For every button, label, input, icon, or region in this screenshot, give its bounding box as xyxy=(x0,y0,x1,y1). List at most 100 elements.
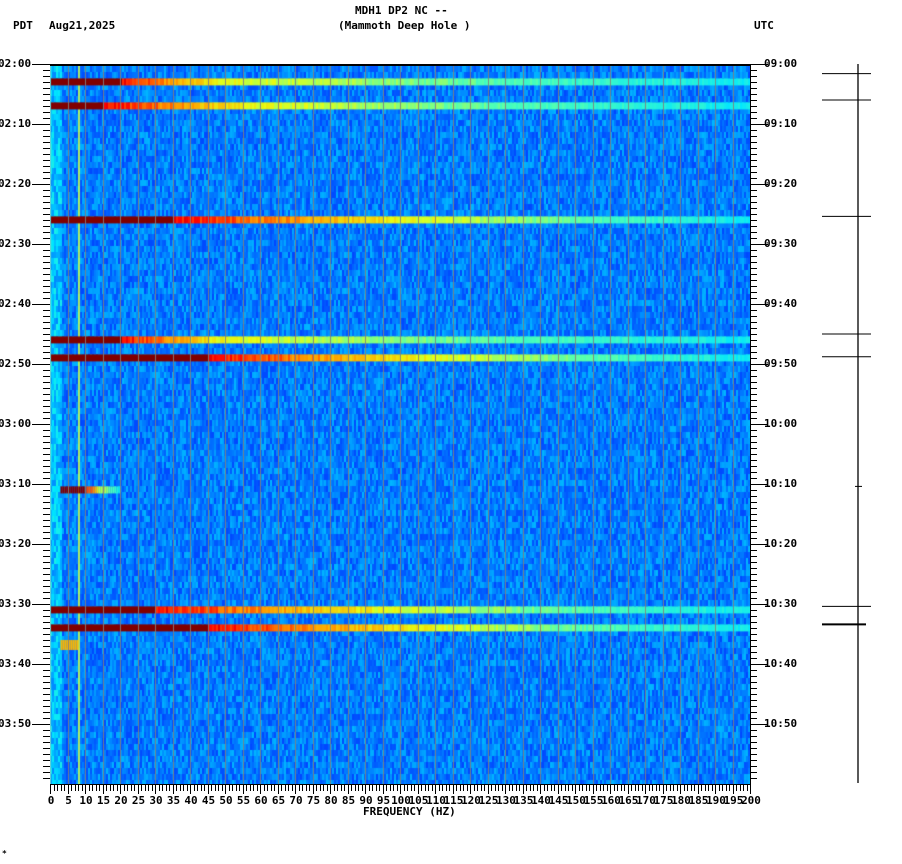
left-tick xyxy=(43,514,50,515)
frequency-tick-label: 145 xyxy=(548,794,569,807)
x-tick xyxy=(102,784,104,794)
left-tick xyxy=(43,502,50,503)
frequency-tick-label: 50 xyxy=(219,794,233,807)
right-plot-edge xyxy=(750,64,751,784)
left-tick xyxy=(43,148,50,149)
left-tick xyxy=(43,328,50,329)
x-tick xyxy=(459,784,461,791)
right-tick xyxy=(750,736,757,737)
right-tick xyxy=(750,454,757,455)
left-tick xyxy=(43,190,50,191)
x-tick xyxy=(200,784,202,791)
x-tick xyxy=(746,784,748,791)
x-tick xyxy=(564,784,566,791)
x-tick xyxy=(627,784,629,794)
right-time-label: 10:40 xyxy=(764,657,798,670)
frequency-tick-label: 95 xyxy=(376,794,391,807)
right-tick xyxy=(750,448,757,449)
left-tick xyxy=(43,538,50,539)
right-time-label: 10:00 xyxy=(764,417,798,430)
right-tick xyxy=(750,772,757,773)
x-tick xyxy=(81,784,83,791)
x-tick xyxy=(382,784,384,794)
x-tick xyxy=(183,784,184,791)
x-tick xyxy=(246,784,247,791)
x-tick xyxy=(463,784,464,791)
frequency-tick-label: 165 xyxy=(618,794,639,807)
frequency-tick-label: 20 xyxy=(114,794,128,807)
seismogram-trace xyxy=(822,64,871,783)
left-tick xyxy=(43,310,50,311)
frequency-tick-label: 70 xyxy=(289,794,303,807)
left-tick xyxy=(43,208,50,209)
x-tick xyxy=(340,784,342,791)
x-tick xyxy=(365,784,366,794)
left-tick xyxy=(43,772,50,773)
right-tick xyxy=(750,670,757,671)
x-tick xyxy=(662,784,664,794)
x-tick xyxy=(708,784,709,791)
right-tick xyxy=(750,640,757,641)
x-tick xyxy=(715,784,716,794)
left-tick xyxy=(43,412,50,413)
left-tick xyxy=(32,304,50,305)
x-tick xyxy=(725,784,727,791)
right-tick xyxy=(750,268,757,269)
left-tick xyxy=(43,100,50,101)
x-tick xyxy=(354,784,356,791)
frequency-tick-label: 45 xyxy=(201,794,216,807)
left-tick xyxy=(43,400,50,401)
x-tick xyxy=(473,784,475,791)
left-tick xyxy=(43,76,50,77)
x-tick xyxy=(424,784,426,791)
x-tick xyxy=(617,784,618,791)
x-tick xyxy=(571,784,573,791)
x-tick xyxy=(207,784,209,794)
x-tick xyxy=(519,784,520,791)
left-tick xyxy=(32,424,50,425)
x-tick xyxy=(736,784,737,791)
right-tick xyxy=(750,358,757,359)
right-tick xyxy=(750,310,757,311)
right-time-label: 09:30 xyxy=(764,237,798,250)
left-tick xyxy=(43,232,50,233)
right-tick xyxy=(750,532,757,533)
x-tick xyxy=(568,784,569,791)
x-tick xyxy=(494,784,496,791)
x-tick xyxy=(228,784,230,791)
x-tick xyxy=(578,784,580,791)
left-tick xyxy=(43,316,50,317)
left-tick xyxy=(43,352,50,353)
frequency-tick-label: 135 xyxy=(513,794,534,807)
x-tick xyxy=(64,784,65,791)
x-tick xyxy=(582,784,583,791)
left-tick xyxy=(43,574,50,575)
x-tick xyxy=(92,784,93,791)
x-tick xyxy=(99,784,100,791)
frequency-tick-label: 140 xyxy=(531,794,551,807)
x-tick xyxy=(151,784,153,791)
left-tick xyxy=(43,616,50,617)
x-tick xyxy=(109,784,111,791)
right-tick xyxy=(750,388,757,389)
x-tick xyxy=(127,784,128,791)
x-tick xyxy=(722,784,723,791)
right-tick xyxy=(750,604,768,605)
x-tick xyxy=(739,784,741,791)
x-tick xyxy=(711,784,713,791)
left-tick xyxy=(43,136,50,137)
x-tick xyxy=(274,784,275,791)
right-tick xyxy=(750,598,757,599)
frequency-tick-label: 25 xyxy=(131,794,146,807)
x-tick xyxy=(179,784,181,791)
left-tick xyxy=(32,544,50,545)
right-tick xyxy=(750,430,757,431)
x-tick xyxy=(305,784,307,791)
frequency-tick-label: 200 xyxy=(741,794,761,807)
left-tick xyxy=(43,454,50,455)
x-tick xyxy=(400,784,401,794)
right-tick xyxy=(750,766,757,767)
frequency-tick-label: 195 xyxy=(723,794,744,807)
x-tick xyxy=(218,784,219,791)
x-tick xyxy=(162,784,163,791)
